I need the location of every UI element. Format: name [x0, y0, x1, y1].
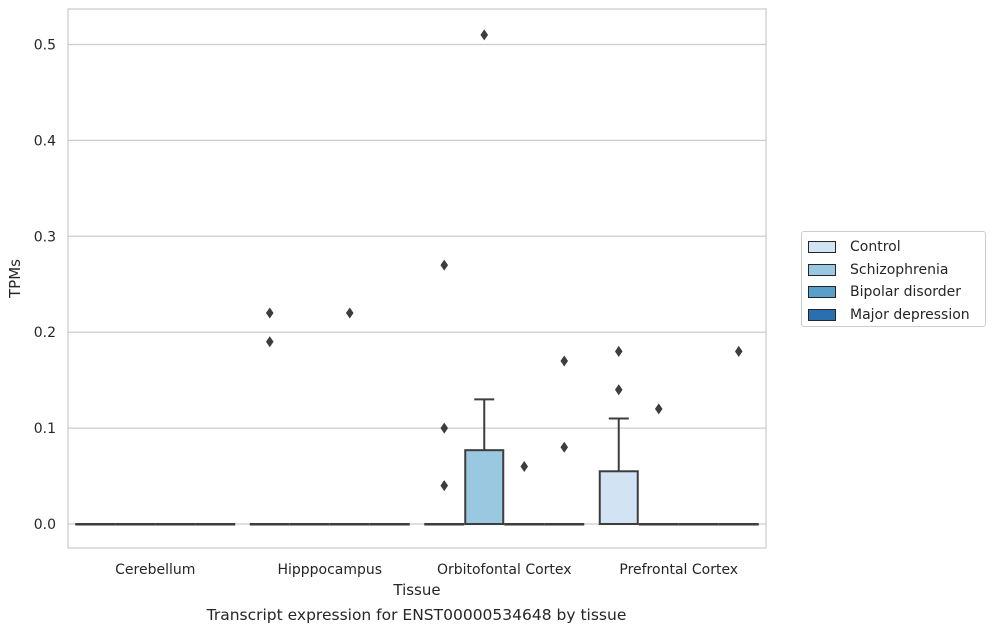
outlier-point — [440, 259, 449, 271]
outlier-point — [614, 384, 623, 396]
y-tick-label: 0.1 — [34, 421, 56, 437]
box-schizophrenia — [115, 523, 156, 526]
box-schizophrenia — [638, 403, 679, 526]
legend-label: Major depression — [850, 306, 970, 323]
x-axis-ticks: Cerebellum Hipppocampus Orbitofontal Corte… — [115, 562, 738, 578]
outlier-point — [480, 29, 489, 41]
y-tick-label: 0.3 — [34, 229, 56, 245]
legend-label: Control — [850, 239, 901, 256]
y-tick-label: 0.5 — [34, 37, 56, 53]
legend: Control Schizophrenia Bipolar disorder M… — [801, 231, 986, 327]
outlier-point — [654, 403, 663, 415]
box-series — [75, 29, 759, 526]
box-major-depression — [369, 523, 410, 526]
outlier-point — [265, 336, 274, 348]
x-tick-label: Cerebellum — [115, 562, 195, 578]
outlier-point — [440, 480, 449, 492]
outlier-point — [734, 345, 743, 357]
box-control — [249, 307, 290, 526]
box-major-depression — [718, 345, 759, 526]
box-bipolar-disorder — [329, 307, 370, 526]
outlier-point — [520, 460, 529, 472]
box-major-depression — [544, 355, 585, 526]
x-tick-label: Orbitofontal Cortex — [437, 562, 572, 578]
legend-swatch — [808, 286, 836, 299]
plot-frame — [67, 8, 767, 549]
y-tick-label: 0.4 — [34, 133, 56, 149]
outlier-point — [345, 307, 354, 319]
chart-caption: Transcript expression for ENST0000053464… — [206, 606, 627, 624]
box-body — [598, 470, 639, 526]
box-schizophrenia — [464, 29, 505, 526]
legend-swatch — [808, 263, 836, 276]
box-control — [75, 523, 116, 526]
box-bipolar-disorder — [155, 523, 196, 526]
legend-item-control: Control — [808, 236, 979, 259]
legend-item-bipolar-disorder: Bipolar disorder — [808, 281, 979, 304]
outlier-point — [614, 345, 623, 357]
grid-lines — [68, 43, 766, 525]
legend-item-schizophrenia: Schizophrenia — [808, 259, 979, 282]
legend-swatch — [808, 241, 836, 254]
outlier-point — [440, 422, 449, 434]
x-tick-label: Prefrontal Cortex — [619, 562, 738, 578]
outlier-point — [560, 355, 569, 367]
box-bipolar-disorder — [504, 460, 545, 526]
x-axis-label: Tissue — [392, 581, 440, 599]
y-tick-label: 0.0 — [34, 517, 56, 533]
box-major-depression — [195, 523, 236, 526]
legend-label: Bipolar disorder — [850, 284, 962, 301]
box-body — [464, 449, 505, 526]
legend-item-major-depression: Major depression — [808, 304, 979, 327]
y-axis-ticks: 0.0 0.1 0.2 0.3 0.4 0.5 — [34, 37, 56, 533]
box-bipolar-disorder — [678, 523, 719, 526]
outlier-point — [560, 441, 569, 453]
box-control — [424, 259, 465, 526]
box-control — [598, 345, 639, 526]
x-tick-label: Hipppocampus — [277, 562, 382, 578]
outlier-point — [265, 307, 274, 319]
legend-swatch — [808, 308, 836, 321]
box-schizophrenia — [289, 523, 330, 526]
y-axis-label: TPMs — [6, 259, 24, 299]
legend-label: Schizophrenia — [850, 261, 949, 278]
y-tick-label: 0.2 — [34, 325, 56, 341]
